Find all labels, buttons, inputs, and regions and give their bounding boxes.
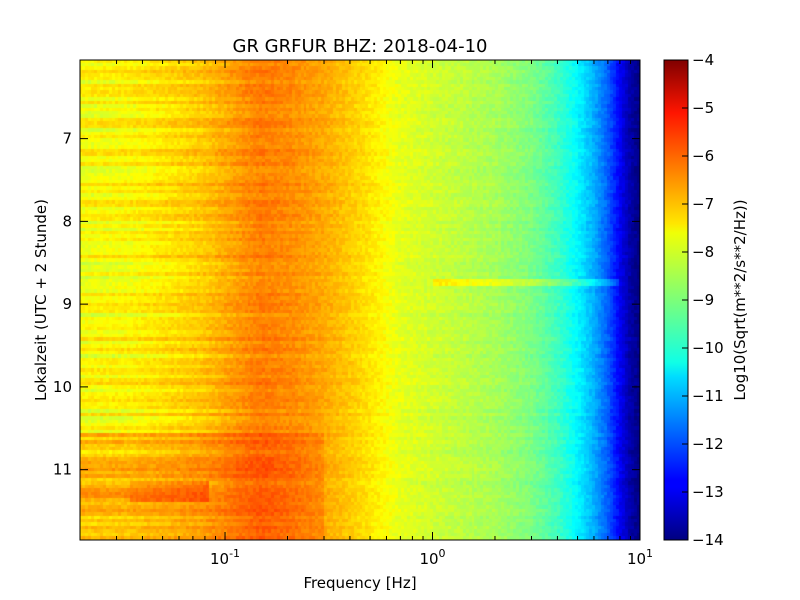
x-axis-label: Frequency [Hz] <box>303 574 416 592</box>
y-tick-label: 11 <box>53 461 72 479</box>
colorbar-tick-label: −6 <box>692 147 714 165</box>
colorbar-ticks: −4 −5 −6 −7 −8 −9 −10 −11 −12 −13 −14 <box>682 51 724 549</box>
colorbar-tick-label: −4 <box>692 51 714 69</box>
x-tick-base: 10 <box>210 550 229 568</box>
y-tick-label: 10 <box>53 378 72 396</box>
x-tick-exponent: 0 <box>439 547 446 560</box>
colorbar-tick-label: −9 <box>692 291 714 309</box>
colorbar-tick-label: −7 <box>692 195 714 213</box>
colorbar-tick-label: −10 <box>692 339 724 357</box>
x-tick-label: 100 <box>419 547 445 568</box>
heatmap-area <box>80 60 640 540</box>
x-tick-label: 101 <box>627 547 653 568</box>
colorbar-tick-label: −14 <box>692 531 724 549</box>
colorbar-tick-label: −8 <box>692 243 714 261</box>
y-axis-ticks: 7 8 9 10 11 <box>53 130 640 479</box>
x-tick-exponent: -1 <box>229 547 240 560</box>
y-tick-label: 8 <box>62 212 72 230</box>
spectrogram-heatmap <box>80 60 640 540</box>
x-tick-exponent: 1 <box>646 547 653 560</box>
x-axis-ticks: 10-1 100 101 <box>79 60 653 568</box>
x-tick-base: 10 <box>419 550 438 568</box>
x-tick-base: 10 <box>627 550 646 568</box>
y-axis-label: Lokalzeit (UTC + 2 Stunde) <box>32 199 50 401</box>
colorbar-tick-label: −11 <box>692 387 724 405</box>
x-tick-label: 10-1 <box>210 547 240 568</box>
chart-title: GR GRFUR BHZ: 2018-04-10 <box>233 36 488 57</box>
colorbar-label: Log10(Sqrt(m**2/s**2/Hz)) <box>731 199 749 400</box>
colorbar-tick-label: −5 <box>692 99 714 117</box>
colorbar-tick-label: −12 <box>692 435 724 453</box>
plot-frame <box>79 59 641 541</box>
y-tick-label: 9 <box>62 295 72 313</box>
y-tick-label: 7 <box>62 130 72 148</box>
colorbar-tick-label: −13 <box>692 483 724 501</box>
